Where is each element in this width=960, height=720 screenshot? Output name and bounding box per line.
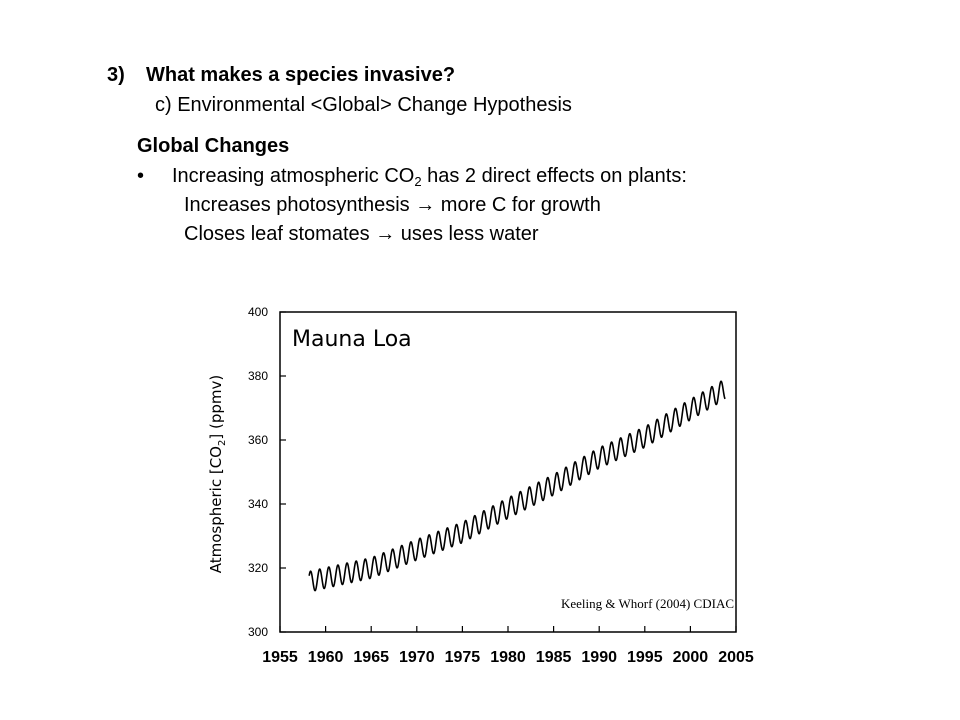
bullet-text-post: has 2 direct effects on plants: [421, 165, 687, 187]
bullet-dot-icon: • [137, 165, 145, 187]
x-tick-label: 1980 [490, 649, 526, 666]
x-tick-label: 2005 [718, 649, 754, 666]
effect-photosynthesis: Increases photosynthesis → more C for gr… [184, 194, 601, 216]
heading-number: 3) [107, 64, 125, 86]
effect-stomates: Closes leaf stomates → uses less water [184, 223, 539, 245]
x-axis: 1955 1960 1965 1970 1975 1980 1985 1990 1995 2000… [262, 626, 754, 666]
section-title: Global Changes [137, 135, 290, 157]
y-tick-label: 380 [248, 369, 268, 383]
bullet-text-pre: Increasing atmospheric CO [172, 165, 415, 187]
y-axis-label-post: ] (ppmv) [207, 375, 225, 440]
x-tick-label: 1960 [308, 649, 344, 666]
y-tick-label: 300 [248, 625, 268, 639]
y-axis: 300 320 340 360 380 400 [248, 305, 286, 639]
slide-subheading: c) Environmental <Global> Change Hypothe… [155, 94, 572, 116]
chart-title: Mauna Loa [292, 327, 412, 352]
x-tick-label: 1990 [581, 649, 617, 666]
bullet-text-sub: 2 [414, 174, 422, 189]
co2-series-line [308, 380, 726, 592]
x-tick-label: 1965 [353, 649, 389, 666]
y-tick-label: 360 [248, 433, 268, 447]
plot-frame [279, 311, 737, 633]
source-note: Keeling & Whorf (2004) CDIAC [561, 596, 734, 611]
x-tick-label: 1970 [399, 649, 435, 666]
x-tick-label: 1955 [262, 649, 298, 666]
y-tick-label: 340 [248, 497, 268, 511]
slide-heading: 3) What makes a species invasive? [107, 64, 455, 87]
x-tick-label: 1995 [627, 649, 663, 666]
y-tick-label: 320 [248, 561, 268, 575]
y-axis-label-sub: 2 [217, 440, 228, 446]
y-axis-label: Atmospheric [CO2] (ppmv) [207, 375, 228, 573]
x-tick-label: 1985 [536, 649, 572, 666]
heading-text: What makes a species invasive? [146, 64, 456, 86]
y-tick-label: 400 [248, 305, 268, 319]
x-tick-label: 1975 [445, 649, 481, 666]
bullet-item: • Increasing atmospheric CO2 has 2 direct… [137, 165, 687, 189]
y-axis-label-pre: Atmospheric [CO [207, 446, 225, 573]
x-tick-label: 2000 [673, 649, 709, 666]
